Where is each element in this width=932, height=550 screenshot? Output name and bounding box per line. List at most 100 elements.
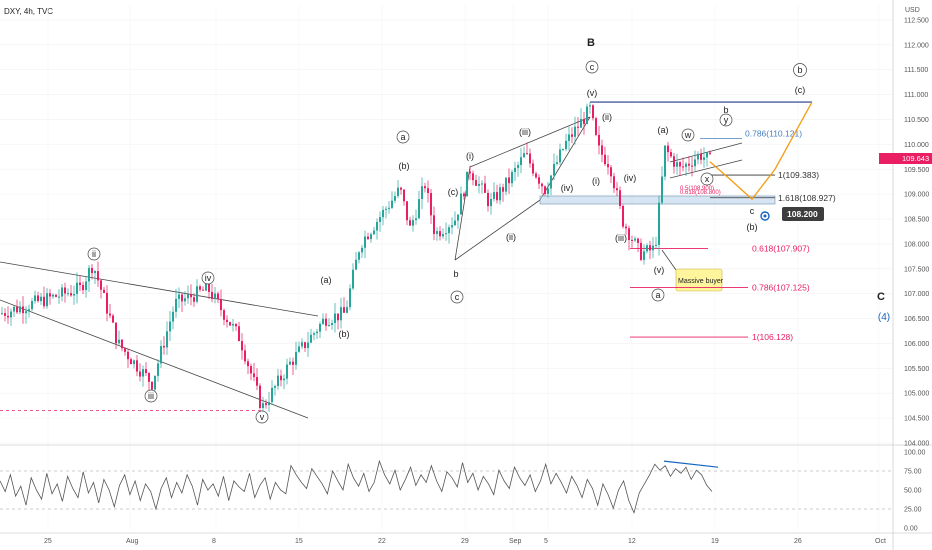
candle-body: [580, 119, 582, 128]
candle-body: [643, 251, 645, 260]
candle-body: [391, 201, 393, 208]
candle-body: [70, 293, 72, 295]
candle-body: [376, 222, 378, 231]
time-tick-label: 15: [295, 538, 303, 545]
candle-body: [7, 316, 9, 318]
wave-label: b: [723, 105, 728, 115]
time-tick-label: 26: [794, 538, 802, 545]
price-tick-label: 109.500: [904, 167, 929, 174]
rsi-tick-label: 100.00: [904, 450, 926, 457]
wave-label: c: [455, 292, 460, 302]
wave-label: (iii): [615, 233, 627, 243]
candle-body: [565, 141, 567, 149]
time-tick-label: 5: [544, 538, 548, 545]
candle-body: [34, 295, 36, 301]
channel-lower-trendline: [455, 200, 540, 260]
candle-body: [169, 322, 171, 332]
candle-body: [460, 194, 462, 215]
candle-body: [91, 268, 93, 273]
wave-label: ii: [92, 249, 96, 259]
candle-body: [31, 301, 33, 309]
price-tick-label: 110.500: [904, 117, 929, 124]
candle-body: [166, 331, 168, 347]
time-tick-label: 8: [212, 538, 216, 545]
candle-body: [10, 312, 12, 318]
candle-body: [298, 346, 300, 351]
candle-body: [562, 149, 564, 150]
candle-body: [103, 290, 105, 293]
wave-label: (c): [795, 85, 806, 95]
candle-body: [571, 134, 573, 136]
wave-label: b: [453, 269, 458, 279]
wave-label: (i): [592, 176, 600, 186]
candle-body: [202, 290, 204, 291]
time-tick-label: 25: [44, 538, 52, 545]
candle-body: [358, 252, 360, 259]
candle-body: [628, 228, 630, 240]
wave-label: x: [705, 174, 710, 184]
candle-body: [409, 220, 411, 225]
time-tick-label: 22: [378, 538, 386, 545]
candle-body: [415, 218, 417, 220]
price-tick-label: 111.000: [904, 92, 928, 99]
time-tick-label: 19: [711, 538, 719, 545]
candle-body: [700, 154, 702, 160]
candle-body: [118, 340, 120, 344]
candle-body: [97, 271, 99, 280]
wave-label: a: [655, 290, 660, 300]
candle-body: [181, 295, 183, 302]
price-tick-label: 112.500: [904, 17, 929, 24]
price-tick-label: 107.500: [904, 266, 929, 273]
candle-body: [709, 153, 711, 154]
candle-body: [178, 295, 180, 299]
candle-body: [337, 314, 339, 321]
candle-body: [454, 221, 456, 226]
candle-body: [499, 187, 501, 200]
candle-body: [517, 165, 519, 168]
rsi-divergence-line: [664, 461, 718, 467]
candle-body: [211, 292, 213, 299]
price-tick-label: 112.000: [904, 42, 929, 49]
candle-body: [613, 176, 615, 188]
wave-label: (iv): [561, 183, 574, 193]
price-tick-label: 104.500: [904, 416, 929, 423]
wave-label: iv: [205, 273, 212, 283]
candle-body: [352, 270, 354, 289]
candle-body: [457, 215, 459, 221]
currency-label: USD: [905, 7, 920, 14]
candle-body: [16, 307, 18, 312]
candle-body: [157, 363, 159, 375]
candle-body: [433, 215, 435, 234]
wave-label: (v): [654, 265, 665, 275]
triangle-upper-line: [670, 143, 742, 162]
candle-body: [334, 314, 336, 323]
price-tick-label: 108.000: [904, 241, 929, 248]
wave-label: C: [877, 291, 885, 303]
price-tick-label: 106.000: [904, 341, 929, 348]
candle-body: [496, 192, 498, 200]
candle-body: [313, 333, 315, 335]
candle-body: [370, 234, 372, 239]
demand-zone: [540, 196, 775, 204]
fib-level-label: 1.618(108.927): [778, 193, 836, 203]
candle-body: [493, 192, 495, 199]
candle-body: [109, 314, 111, 316]
candle-body: [655, 245, 657, 246]
wave-label: (a): [658, 125, 669, 135]
candle-body: [355, 260, 357, 270]
candle-body: [262, 403, 264, 408]
price-tick-label: 111.500: [904, 67, 928, 74]
candle-body: [214, 294, 216, 299]
candle-body: [544, 186, 546, 194]
candle-body: [217, 294, 219, 300]
time-tick-label: Sep: [509, 538, 522, 545]
candle-body: [448, 227, 450, 233]
candle-body: [586, 106, 588, 123]
candle-body: [73, 294, 75, 295]
candle-body: [694, 159, 696, 166]
candle-body: [412, 220, 414, 226]
candle-body: [466, 172, 468, 197]
candle-body: [250, 366, 252, 373]
candle-body: [85, 281, 87, 290]
